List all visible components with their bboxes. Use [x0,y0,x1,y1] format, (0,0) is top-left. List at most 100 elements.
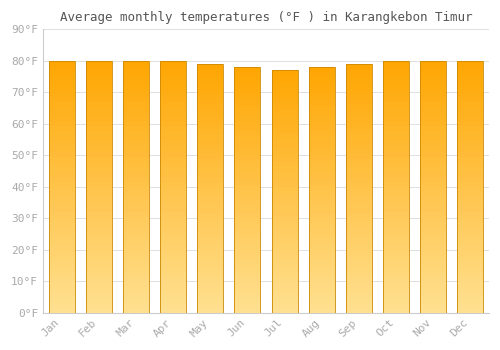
Bar [458,212,483,217]
Bar [160,187,186,192]
Bar [48,172,74,177]
Bar [197,104,223,109]
Bar [420,172,446,177]
Bar [346,158,372,163]
Bar [272,230,297,235]
Bar [160,167,186,172]
Bar [160,116,186,121]
Bar [86,161,112,167]
Bar [420,81,446,86]
Bar [197,238,223,243]
Bar [234,126,260,131]
Bar [123,282,149,287]
Bar [48,161,74,167]
Bar [86,237,112,242]
Bar [308,97,334,102]
Bar [197,163,223,168]
Bar [308,288,334,293]
Bar [420,91,446,96]
Bar [272,298,297,303]
Bar [48,61,74,313]
Bar [234,209,260,215]
Bar [272,75,297,80]
Bar [86,277,112,282]
Bar [86,182,112,187]
Bar [123,172,149,177]
Bar [272,216,297,220]
Bar [86,212,112,217]
Bar [420,96,446,101]
Bar [86,121,112,126]
Bar [272,279,297,284]
Bar [48,146,74,152]
Bar [308,244,334,249]
Bar [420,66,446,71]
Bar [234,199,260,205]
Bar [346,233,372,238]
Bar [123,197,149,202]
Bar [86,232,112,237]
Bar [383,212,409,217]
Bar [346,302,372,308]
Bar [383,257,409,262]
Bar [272,274,297,279]
Bar [272,94,297,99]
Bar [160,257,186,262]
Bar [420,252,446,257]
Bar [197,228,223,233]
Bar [234,298,260,303]
Bar [86,176,112,182]
Bar [346,293,372,298]
Bar [458,222,483,227]
Bar [383,192,409,197]
Bar [48,227,74,232]
Bar [272,303,297,308]
Bar [308,150,334,155]
Bar [346,64,372,69]
Bar [420,187,446,192]
Bar [86,61,112,313]
Bar [308,199,334,205]
Bar [48,111,74,116]
Bar [160,302,186,308]
Bar [272,235,297,240]
Bar [48,247,74,252]
Bar [234,239,260,244]
Bar [346,168,372,174]
Bar [160,61,186,66]
Bar [346,69,372,74]
Bar [48,298,74,302]
Bar [48,176,74,182]
Bar [346,228,372,233]
Bar [458,272,483,278]
Bar [86,111,112,116]
Bar [123,262,149,267]
Bar [123,136,149,141]
Bar [272,70,297,313]
Bar [272,124,297,128]
Bar [86,61,112,66]
Bar [272,240,297,245]
Bar [458,151,483,156]
Bar [346,148,372,154]
Bar [420,292,446,298]
Bar [123,126,149,131]
Bar [234,234,260,239]
Bar [458,197,483,202]
Bar [234,146,260,150]
Bar [458,227,483,232]
Bar [160,207,186,212]
Bar [458,141,483,147]
Bar [123,237,149,242]
Bar [346,193,372,198]
Bar [272,225,297,230]
Bar [197,188,223,193]
Bar [123,86,149,91]
Bar [48,86,74,91]
Bar [458,156,483,162]
Bar [160,86,186,91]
Bar [420,106,446,111]
Bar [308,126,334,131]
Bar [160,81,186,86]
Bar [346,188,372,193]
